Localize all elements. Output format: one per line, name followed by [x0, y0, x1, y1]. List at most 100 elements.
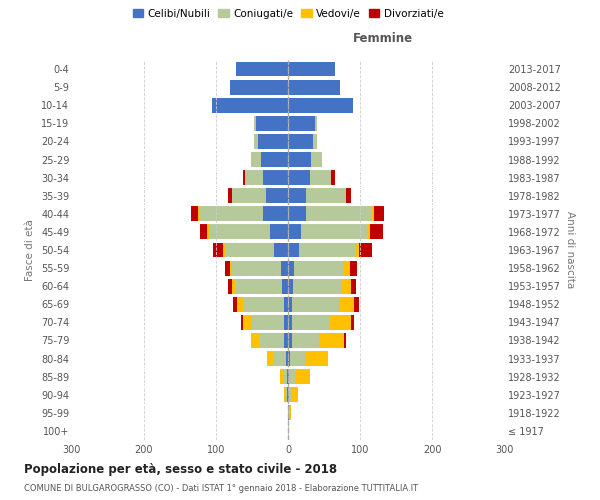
- Bar: [353, 297, 359, 312]
- Bar: [280, 369, 283, 384]
- Bar: [212, 98, 288, 112]
- Bar: [288, 388, 289, 402]
- Bar: [273, 351, 286, 366]
- Bar: [289, 406, 291, 420]
- Bar: [286, 388, 287, 402]
- Bar: [270, 224, 288, 240]
- Bar: [198, 206, 199, 221]
- Text: Femmine: Femmine: [353, 32, 413, 45]
- Bar: [342, 279, 350, 293]
- Bar: [237, 297, 244, 312]
- Bar: [295, 369, 310, 384]
- Bar: [306, 206, 372, 221]
- Bar: [288, 206, 306, 221]
- Bar: [266, 188, 288, 203]
- Bar: [191, 206, 198, 221]
- Bar: [374, 206, 385, 221]
- Bar: [244, 297, 284, 312]
- Bar: [283, 369, 287, 384]
- Bar: [329, 315, 350, 330]
- Bar: [252, 315, 284, 330]
- Bar: [288, 170, 310, 185]
- Bar: [286, 351, 288, 366]
- Bar: [245, 170, 263, 185]
- Bar: [289, 369, 295, 384]
- Bar: [289, 388, 292, 402]
- Bar: [251, 333, 259, 348]
- Bar: [251, 152, 260, 167]
- Bar: [355, 242, 359, 258]
- Bar: [372, 206, 374, 221]
- Bar: [292, 297, 339, 312]
- Bar: [290, 351, 305, 366]
- Bar: [299, 242, 355, 258]
- Y-axis label: Fasce di età: Fasce di età: [25, 219, 35, 281]
- Bar: [313, 134, 317, 149]
- Bar: [282, 279, 288, 293]
- Bar: [223, 242, 224, 258]
- Bar: [287, 388, 288, 402]
- Bar: [213, 242, 223, 258]
- Bar: [339, 297, 353, 312]
- Bar: [346, 188, 352, 203]
- Bar: [370, 224, 383, 240]
- Bar: [224, 260, 230, 276]
- Bar: [288, 152, 311, 167]
- Bar: [284, 333, 288, 348]
- Bar: [311, 152, 322, 167]
- Bar: [274, 242, 288, 258]
- Bar: [258, 134, 288, 149]
- Bar: [288, 315, 292, 330]
- Bar: [294, 260, 344, 276]
- Bar: [233, 297, 237, 312]
- Bar: [224, 242, 274, 258]
- Bar: [284, 388, 286, 402]
- Bar: [227, 279, 232, 293]
- Bar: [288, 98, 353, 112]
- Bar: [288, 406, 289, 420]
- Bar: [319, 333, 344, 348]
- Bar: [254, 116, 256, 131]
- Bar: [310, 170, 331, 185]
- Bar: [359, 242, 372, 258]
- Bar: [230, 80, 288, 94]
- Bar: [235, 279, 282, 293]
- Bar: [259, 333, 284, 348]
- Bar: [306, 188, 346, 203]
- Bar: [230, 260, 232, 276]
- Bar: [288, 369, 289, 384]
- Bar: [344, 260, 350, 276]
- Bar: [288, 279, 293, 293]
- Bar: [263, 206, 288, 221]
- Legend: Celibi/Nubili, Coniugati/e, Vedovi/e, Divorziati/e: Celibi/Nubili, Coniugati/e, Vedovi/e, Di…: [128, 4, 448, 22]
- Bar: [305, 351, 328, 366]
- Bar: [281, 260, 288, 276]
- Bar: [260, 152, 288, 167]
- Bar: [288, 260, 294, 276]
- Bar: [288, 351, 290, 366]
- Bar: [208, 224, 209, 240]
- Bar: [367, 224, 370, 240]
- Bar: [284, 315, 288, 330]
- Bar: [301, 224, 367, 240]
- Bar: [288, 116, 316, 131]
- Bar: [288, 62, 335, 76]
- Bar: [236, 62, 288, 76]
- Bar: [350, 315, 354, 330]
- Bar: [288, 424, 289, 438]
- Text: COMUNE DI BULGAROGRASSO (CO) - Dati ISTAT 1° gennaio 2018 - Elaborazione TUTTITA: COMUNE DI BULGAROGRASSO (CO) - Dati ISTA…: [24, 484, 418, 493]
- Bar: [292, 333, 319, 348]
- Bar: [288, 333, 292, 348]
- Bar: [331, 170, 335, 185]
- Bar: [350, 279, 356, 293]
- Bar: [263, 170, 288, 185]
- Bar: [241, 315, 244, 330]
- Bar: [232, 260, 281, 276]
- Bar: [293, 279, 342, 293]
- Bar: [242, 170, 245, 185]
- Bar: [288, 242, 299, 258]
- Bar: [344, 333, 346, 348]
- Bar: [284, 297, 288, 312]
- Bar: [316, 116, 317, 131]
- Bar: [232, 188, 266, 203]
